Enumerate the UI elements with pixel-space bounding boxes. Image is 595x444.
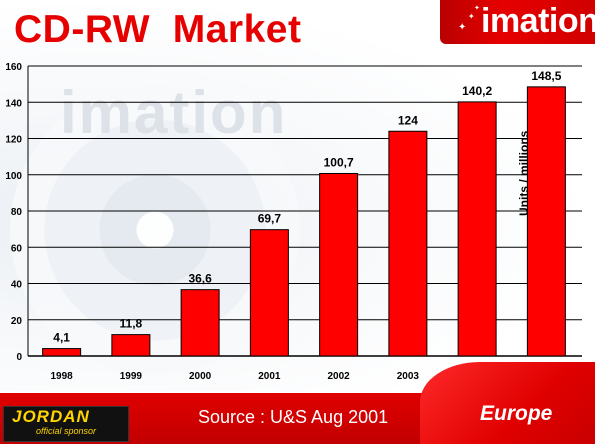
x-tick-label: 2003 [397,371,420,382]
x-tick-label: 2002 [328,371,351,382]
logo-watermark: imation [60,79,288,146]
data-label: 4,1 [53,331,70,345]
footer-corner [420,362,595,444]
x-tick-label: 2001 [258,371,281,382]
data-label: 148,5 [531,69,561,83]
sponsor-subtitle: official sponsor [36,426,97,436]
brand-logo-box [440,0,595,44]
bar [249,229,289,357]
star-icon: ✦ [468,12,475,21]
x-tick-label: 1998 [51,371,74,382]
data-label: 140,2 [462,84,492,98]
bar [319,172,359,357]
x-tick-label: 2000 [189,371,212,382]
y-tick-label: 100 [5,171,22,182]
sponsor-logo [3,406,129,442]
bar [111,334,151,357]
data-label: 11,8 [120,317,143,331]
y-tick-label: 20 [11,316,23,327]
y-tick-label: 60 [11,243,23,254]
star-icon: ✦ [474,5,480,12]
y-tick-label: 120 [5,135,22,146]
region-label: Europe [480,402,553,425]
y-tick-label: 80 [11,207,23,218]
bar [388,130,428,357]
x-tick-label: 1999 [120,371,143,382]
y-tick-label: 0 [16,352,22,363]
y-tick-label: 140 [5,98,22,109]
bar [42,348,82,357]
sponsor-name: JORDAN [12,407,90,426]
data-label: 36,6 [188,272,212,286]
data-label: 124 [398,113,418,127]
y-tick-label: 160 [5,62,22,73]
y-axis-label: Units / millions [517,130,531,216]
slide-title: CD-RW Market [14,8,302,51]
data-label: 100,7 [324,155,354,169]
bar [457,101,497,357]
star-icon: ✦ [458,22,467,33]
bar [526,86,566,357]
brand-logo: imation [481,2,595,40]
data-label: 69,7 [258,212,282,226]
bar [180,289,220,357]
y-tick-label: 40 [11,280,23,291]
source-note: Source : U&S Aug 2001 [198,407,389,427]
